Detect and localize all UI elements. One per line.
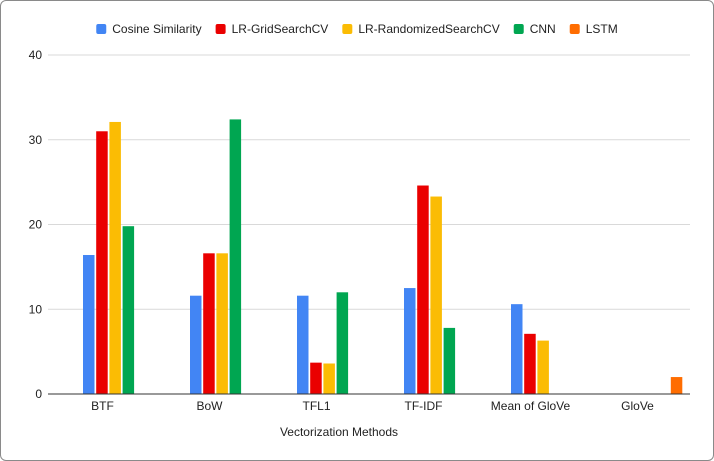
gridlines (48, 54, 690, 310)
bar-cnn-tf-idf (443, 327, 456, 394)
x-tick-label: BoW (196, 399, 223, 413)
x-tick-label: TF-IDF (405, 399, 443, 413)
x-tick-label: Mean of GloVe (491, 399, 571, 413)
bar-lr-gridsearchcv-mean-of-glove (524, 333, 536, 394)
legend-item: CNN (513, 22, 556, 36)
legend-item: LSTM (569, 22, 618, 36)
legend-swatch (513, 24, 524, 34)
bar-cnn-bow (229, 119, 242, 394)
bar-cosine-similarity-mean-of-glove (511, 304, 523, 394)
legend-swatch (569, 24, 580, 34)
bar-lstm-glove (670, 377, 683, 394)
x-axis-title: Vectorization Methods (280, 425, 398, 439)
bar-lr-gridsearchcv-tf-idf (417, 185, 429, 394)
x-tick-label: GloVe (621, 399, 654, 413)
x-tick-label: TFL1 (302, 399, 330, 413)
legend-label: LR-GridSearchCV (232, 22, 329, 36)
legend-label: LSTM (586, 22, 618, 36)
bar-lr-randomizedsearchcv-tf-idf (430, 196, 442, 394)
x-tick-label: BTF (91, 399, 114, 413)
legend-label: CNN (530, 22, 556, 36)
bars (83, 119, 683, 394)
bar-lr-randomizedsearchcv-mean-of-glove (537, 340, 549, 394)
bar-lr-gridsearchcv-bow (203, 253, 215, 394)
legend-item: LR-GridSearchCV (215, 22, 329, 36)
legend-swatch (342, 24, 353, 34)
x-axis-ticks: BTF BoW TFL1 TF-IDF Mean of GloVe GloVe (91, 399, 654, 413)
y-axis-ticks: 0 10 20 30 40 (29, 48, 43, 401)
bar-cosine-similarity-tf-idf (404, 288, 416, 394)
bar-cosine-similarity-btf (83, 255, 95, 394)
bar-lr-randomizedsearchcv-btf (109, 121, 121, 394)
legend-item: Cosine Similarity (96, 22, 202, 36)
y-tick-label: 30 (29, 133, 43, 147)
bar-cosine-similarity-tfl1 (297, 295, 309, 394)
legend-item: LR-RandomizedSearchCV (342, 22, 500, 36)
legend-swatch (96, 24, 107, 34)
y-tick-label: 20 (29, 218, 43, 232)
bar-cosine-similarity-bow (190, 295, 202, 394)
legend: Cosine Similarity LR-GridSearchCV LR-Rando… (96, 22, 618, 36)
y-tick-label: 40 (29, 48, 43, 62)
bar-lr-randomizedsearchcv-tfl1 (323, 363, 335, 394)
bar-lr-randomizedsearchcv-bow (216, 253, 228, 394)
bar-lr-gridsearchcv-tfl1 (310, 362, 322, 394)
legend-label: LR-RandomizedSearchCV (358, 22, 499, 36)
legend-label: Cosine Similarity (112, 22, 201, 36)
bar-cnn-btf (122, 226, 135, 394)
legend-swatch (215, 24, 226, 34)
bar-cnn-tfl1 (336, 292, 349, 394)
y-tick-label: 10 (29, 302, 43, 316)
y-tick-label: 0 (35, 387, 42, 401)
bar-lr-gridsearchcv-btf (96, 131, 108, 394)
